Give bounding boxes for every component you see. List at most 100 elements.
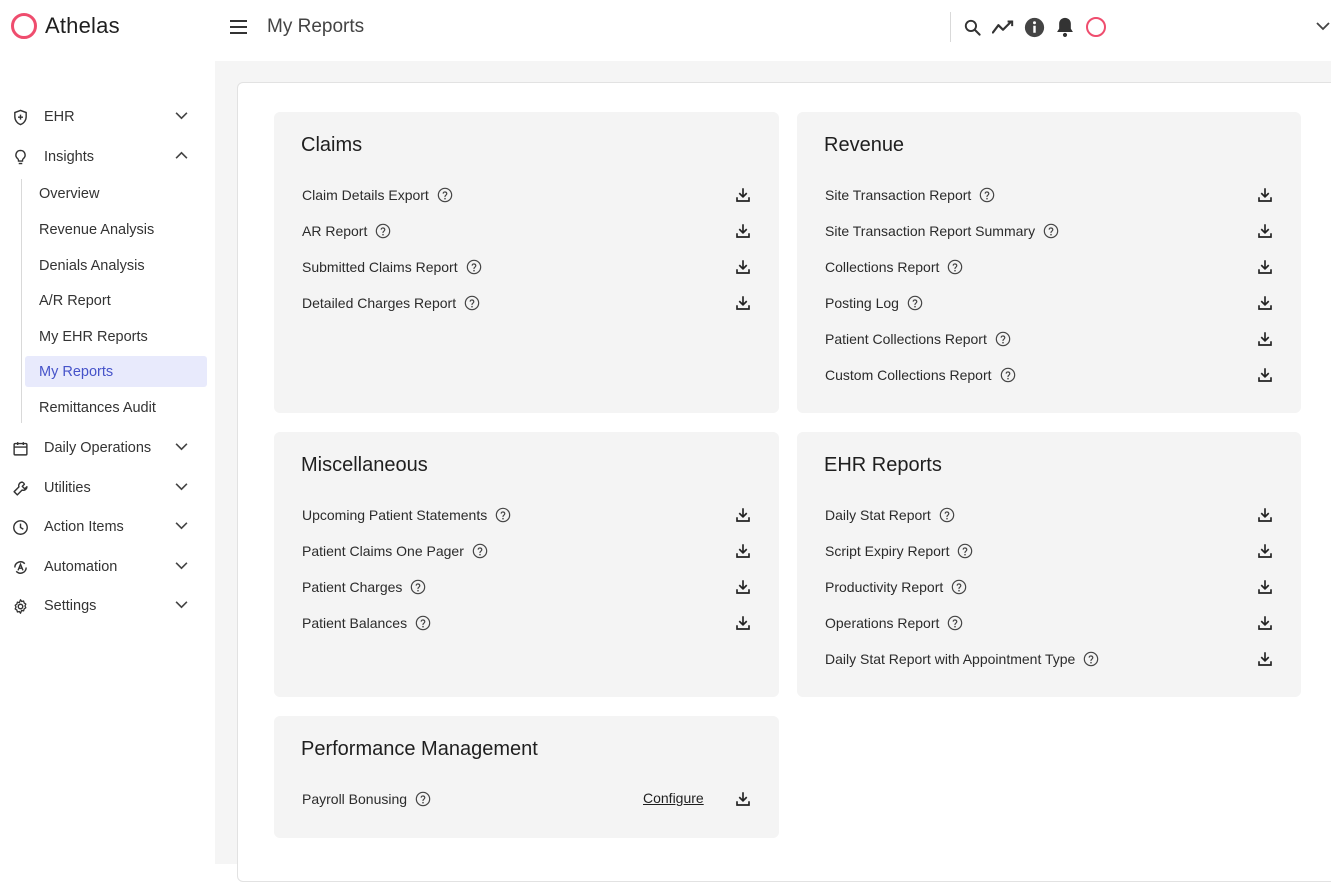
sidebar-item-ar-report[interactable]: A/R Report	[39, 292, 111, 309]
help-icon[interactable]	[979, 187, 995, 203]
app-name: Athelas	[45, 13, 120, 38]
help-icon[interactable]	[1043, 223, 1059, 239]
help-icon[interactable]	[375, 223, 391, 239]
athelas-logo[interactable]: Athelas	[11, 13, 120, 39]
report-row: Site Transaction Report Summary	[825, 219, 1059, 243]
card-title: Miscellaneous	[301, 454, 428, 476]
sidebar-item-daily-operations[interactable]: Daily Operations	[0, 434, 215, 462]
sidebar-item-label: Action Items	[44, 519, 124, 535]
help-icon[interactable]	[1083, 651, 1099, 667]
sidebar-item-insights[interactable]: Insights	[0, 143, 215, 171]
sidebar-item-revenue-analysis[interactable]: Revenue Analysis	[39, 221, 155, 238]
help-icon[interactable]	[472, 543, 488, 559]
download-icon[interactable]	[734, 258, 752, 276]
bell-icon[interactable]	[1054, 14, 1076, 40]
download-icon[interactable]	[1256, 366, 1274, 384]
report-row: Daily Stat Report with Appointment Type	[825, 647, 1099, 671]
top-bar: Athelas My Reports	[0, 0, 1331, 61]
download-icon[interactable]	[734, 186, 752, 204]
report-name: Daily Stat Report	[825, 507, 931, 523]
wrench-icon	[13, 481, 28, 496]
report-row: Patient Charges	[302, 575, 426, 599]
report-name: Collections Report	[825, 259, 940, 275]
report-row: Upcoming Patient Statements	[302, 503, 511, 527]
user-avatar-icon[interactable]	[1085, 14, 1107, 40]
help-icon[interactable]	[939, 507, 955, 523]
help-icon[interactable]	[947, 259, 963, 275]
sidebar-item-remittances-audit[interactable]: Remittances Audit	[39, 399, 156, 416]
header-divider	[950, 12, 951, 42]
help-icon[interactable]	[1000, 367, 1016, 383]
submenu-line	[21, 179, 22, 423]
sidebar-item-denials-analysis[interactable]: Denials Analysis	[39, 257, 145, 274]
report-row: Patient Collections Report	[825, 327, 1011, 351]
download-icon[interactable]	[734, 790, 752, 808]
configure-link[interactable]: Configure	[643, 790, 704, 806]
download-icon[interactable]	[1256, 330, 1274, 348]
sidebar-item-my-ehr-reports[interactable]: My EHR Reports	[39, 328, 148, 345]
help-icon[interactable]	[410, 579, 426, 595]
chevron-down-icon	[175, 522, 188, 530]
help-icon[interactable]	[907, 295, 923, 311]
info-icon[interactable]	[1023, 14, 1045, 40]
download-icon[interactable]	[734, 614, 752, 632]
download-icon[interactable]	[734, 578, 752, 596]
shield-plus-icon	[14, 109, 27, 126]
report-row: Site Transaction Report	[825, 183, 995, 207]
logo-ring-icon	[11, 13, 37, 39]
trending-icon[interactable]	[992, 14, 1014, 40]
page-title: My Reports	[267, 16, 365, 37]
sidebar-item-label: Automation	[44, 559, 118, 575]
report-name: Payroll Bonusing	[302, 791, 408, 807]
download-icon[interactable]	[1256, 222, 1274, 240]
sidebar-item-ehr[interactable]: EHR	[0, 103, 215, 131]
download-icon[interactable]	[1256, 258, 1274, 276]
sidebar-item-automation[interactable]: Automation	[0, 553, 215, 581]
report-row: Claim Details Export	[302, 183, 453, 207]
report-name: AR Report	[302, 223, 368, 239]
download-icon[interactable]	[1256, 186, 1274, 204]
sidebar-item-action-items[interactable]: Action Items	[0, 513, 215, 541]
help-icon[interactable]	[437, 187, 453, 203]
report-row: Payroll Bonusing	[302, 787, 431, 811]
sidebar-item-label: Insights	[44, 149, 94, 165]
sidebar-item-my-reports[interactable]: My Reports	[25, 356, 207, 387]
help-icon[interactable]	[466, 259, 482, 275]
help-icon[interactable]	[957, 543, 973, 559]
download-icon[interactable]	[734, 222, 752, 240]
ehr-reports-card: EHR Reports Daily Stat Report Script Expi…	[797, 432, 1301, 697]
card-title: EHR Reports	[824, 454, 942, 476]
report-name: Claim Details Export	[302, 187, 429, 203]
help-icon[interactable]	[415, 791, 431, 807]
help-icon[interactable]	[495, 507, 511, 523]
chevron-down-icon	[175, 483, 188, 491]
hamburger-menu-icon[interactable]	[230, 17, 252, 37]
card-title: Revenue	[824, 134, 905, 156]
help-icon[interactable]	[947, 615, 963, 631]
download-icon[interactable]	[1256, 294, 1274, 312]
help-icon[interactable]	[464, 295, 480, 311]
search-icon[interactable]	[961, 14, 983, 40]
help-icon[interactable]	[951, 579, 967, 595]
card-title: Performance Management	[301, 738, 538, 760]
help-icon[interactable]	[415, 615, 431, 631]
download-icon[interactable]	[1256, 506, 1274, 524]
help-icon[interactable]	[995, 331, 1011, 347]
report-row: Script Expiry Report	[825, 539, 973, 563]
download-icon[interactable]	[1256, 542, 1274, 560]
sidebar-item-overview[interactable]: Overview	[39, 185, 100, 202]
download-icon[interactable]	[1256, 650, 1274, 668]
sidebar-item-utilities[interactable]: Utilities	[0, 474, 215, 502]
download-icon[interactable]	[734, 506, 752, 524]
report-row: Posting Log	[825, 291, 923, 315]
claims-card: Claims Claim Details Export AR Report Subm…	[274, 112, 779, 413]
performance-management-card: Performance Management Configure Payroll…	[274, 716, 779, 838]
download-icon[interactable]	[734, 294, 752, 312]
chevron-up-icon	[175, 151, 188, 159]
download-icon[interactable]	[734, 542, 752, 560]
chevron-down-icon[interactable]	[1316, 18, 1330, 36]
report-row: AR Report	[302, 219, 391, 243]
download-icon[interactable]	[1256, 614, 1274, 632]
download-icon[interactable]	[1256, 578, 1274, 596]
sidebar-item-settings[interactable]: Settings	[0, 592, 215, 620]
